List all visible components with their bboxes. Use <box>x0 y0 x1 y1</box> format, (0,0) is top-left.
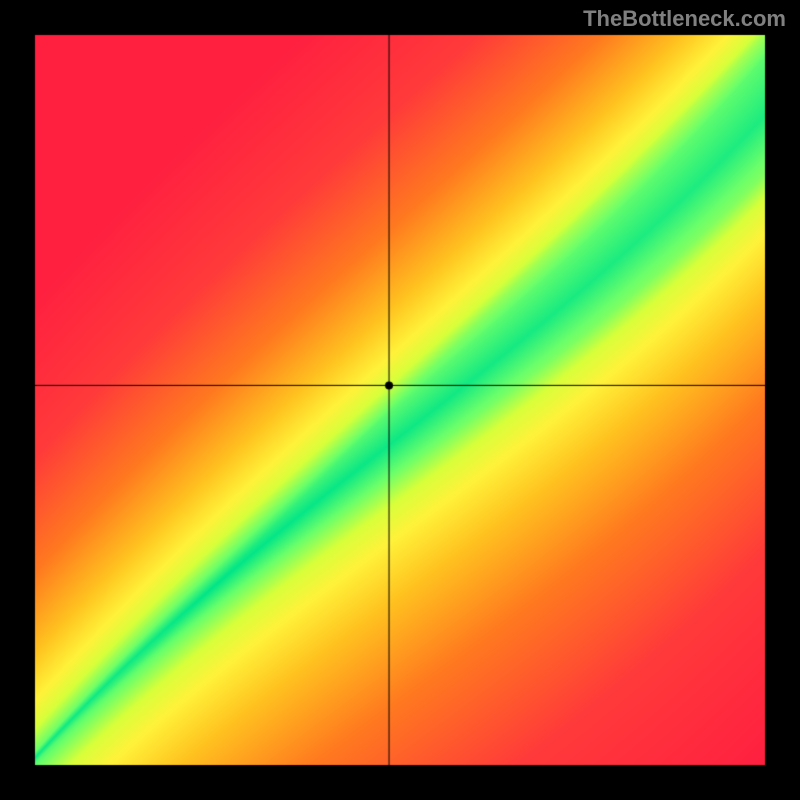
bottleneck-heatmap <box>0 0 800 800</box>
watermark-text: TheBottleneck.com <box>583 6 786 32</box>
chart-container: TheBottleneck.com <box>0 0 800 800</box>
